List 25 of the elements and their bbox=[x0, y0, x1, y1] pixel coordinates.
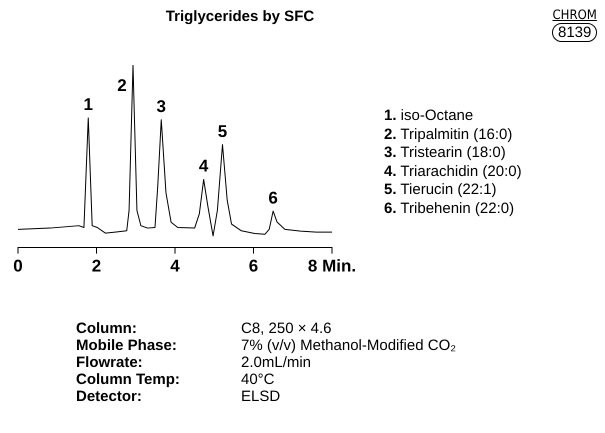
chart-title: Triglycerides by SFC bbox=[164, 8, 316, 25]
text: 6. Tribehenin (22:0) bbox=[384, 200, 516, 218]
annotation: 6 bbox=[268, 188, 278, 208]
text: 8139 bbox=[552, 23, 598, 42]
annotation: 2 bbox=[117, 76, 127, 96]
text: 2. Tripalmitin (16:0) bbox=[384, 126, 514, 144]
annotation: 5 bbox=[218, 122, 228, 141]
x-tick-label: 8 Min. bbox=[308, 256, 356, 276]
x-tick-label: 0 bbox=[13, 256, 23, 276]
annotation: 1 bbox=[84, 95, 93, 114]
x-tick-label: 2 bbox=[92, 256, 102, 276]
text: 3. Tristearin (18:0) bbox=[384, 144, 507, 162]
text: CHROM bbox=[552, 8, 598, 23]
text: 5. Tierucin (22:1) bbox=[384, 181, 498, 200]
text: 4. Triarachidin (20:0) bbox=[384, 162, 522, 181]
text: Mobile Phase: 7% (v/v) Methanol-Modified CO₂ bbox=[76, 337, 456, 354]
x-tick-label: 4 bbox=[170, 256, 180, 276]
annotation: 3 bbox=[156, 96, 166, 116]
text: Column: C8, 250 × 4.6 bbox=[76, 320, 332, 337]
text: Detector: ELSD bbox=[76, 388, 280, 405]
text: 1. iso-Octane bbox=[384, 107, 474, 126]
text: Flowrate: 2.0mL/min bbox=[76, 354, 312, 371]
annotation: 4 bbox=[198, 156, 209, 176]
x-tick-label: 6 bbox=[248, 256, 258, 276]
text: Column Temp: 40°C bbox=[76, 371, 275, 388]
